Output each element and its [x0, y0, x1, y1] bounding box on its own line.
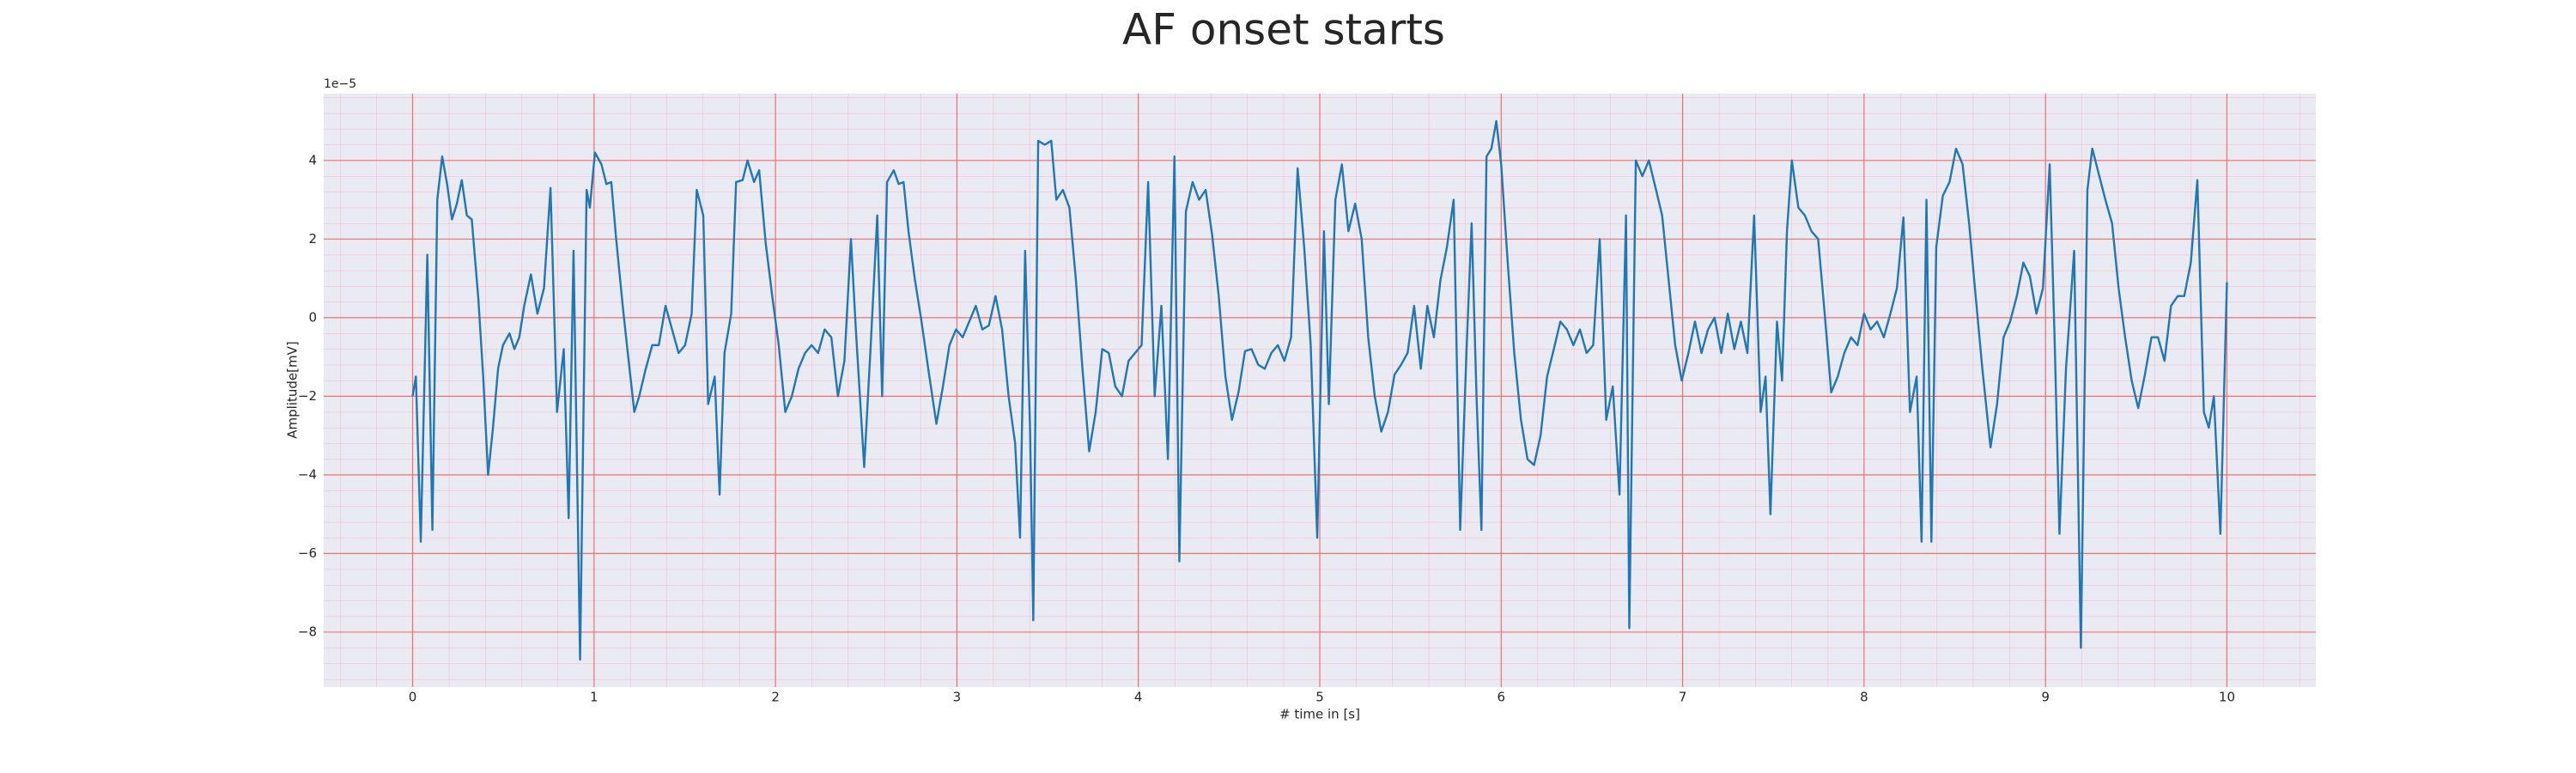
y-tick-label: 2	[308, 231, 317, 247]
y-tick-label: −6	[298, 545, 317, 561]
x-tick-label: 9	[2041, 690, 2050, 705]
x-tick-label: 0	[409, 690, 417, 705]
x-tick-label: 1	[590, 690, 598, 705]
y-tick-label: 0	[308, 309, 317, 325]
x-tick-label: 8	[1860, 690, 1868, 705]
chart-title: AF onset starts	[1122, 5, 1445, 55]
x-tick-label: 7	[1679, 690, 1687, 705]
x-tick-label: 5	[1315, 690, 1324, 705]
y-tick-label: −2	[298, 388, 317, 404]
x-tick-label: 4	[1134, 690, 1143, 705]
y-axis-label: Amplitude[mV]	[285, 341, 301, 438]
x-tick-label: 6	[1498, 690, 1506, 705]
x-tick-label: 3	[953, 690, 962, 705]
x-tick-label: 2	[771, 690, 780, 705]
x-tick-label: 10	[2219, 690, 2235, 705]
y-offset-label: 1e−5	[324, 77, 356, 91]
y-tick-label: −8	[298, 624, 317, 639]
x-axis-label: # time in [s]	[1279, 707, 1360, 722]
signal-line	[411, 119, 2228, 661]
y-tick-label: −4	[298, 466, 317, 482]
y-tick-label: 4	[308, 152, 317, 167]
